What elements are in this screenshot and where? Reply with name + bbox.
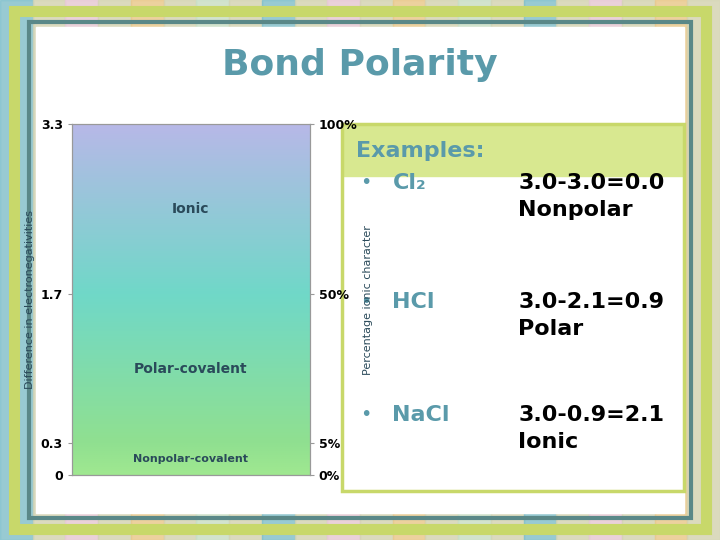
Bar — [589, 0, 622, 540]
Text: Nonpolar: Nonpolar — [518, 200, 633, 220]
Text: Cl₂: Cl₂ — [392, 173, 426, 193]
Bar — [458, 0, 491, 540]
Text: NaCl: NaCl — [392, 405, 450, 425]
Bar — [688, 0, 720, 540]
Bar — [131, 0, 163, 540]
Bar — [98, 0, 131, 540]
Text: Polar: Polar — [518, 319, 584, 339]
Y-axis label: Difference in electronegativities: Difference in electronegativities — [25, 210, 35, 389]
Bar — [426, 0, 458, 540]
Text: 3.0-0.9=2.1: 3.0-0.9=2.1 — [518, 405, 665, 425]
Bar — [557, 0, 589, 540]
Bar — [66, 0, 98, 540]
Text: HCl: HCl — [392, 292, 435, 312]
Text: 3.0-2.1=0.9: 3.0-2.1=0.9 — [518, 292, 665, 312]
Y-axis label: Percentage ionic character: Percentage ionic character — [363, 225, 373, 375]
Bar — [523, 0, 557, 540]
Text: Nonpolar-covalent: Nonpolar-covalent — [133, 454, 248, 464]
Bar — [392, 0, 426, 540]
Text: •: • — [360, 405, 372, 424]
Bar — [622, 0, 654, 540]
Bar — [294, 0, 328, 540]
Bar — [360, 0, 392, 540]
Bar — [197, 0, 229, 540]
Text: Ionic: Ionic — [172, 202, 210, 217]
Bar — [32, 0, 66, 540]
Bar — [342, 124, 684, 176]
Bar — [262, 0, 294, 540]
Text: Bond Polarity: Bond Polarity — [222, 48, 498, 82]
Text: Polar-covalent: Polar-covalent — [134, 362, 248, 376]
Bar — [229, 0, 262, 540]
Text: Ionic: Ionic — [518, 432, 579, 452]
Bar — [328, 0, 360, 540]
Bar — [491, 0, 523, 540]
Bar — [342, 124, 684, 491]
Bar — [654, 0, 688, 540]
Bar — [163, 0, 197, 540]
Text: •: • — [360, 292, 372, 310]
Text: 3.0-3.0=0.0: 3.0-3.0=0.0 — [518, 173, 665, 193]
Text: Examples:: Examples: — [356, 141, 485, 161]
Bar — [0, 0, 32, 540]
Text: •: • — [360, 173, 372, 192]
